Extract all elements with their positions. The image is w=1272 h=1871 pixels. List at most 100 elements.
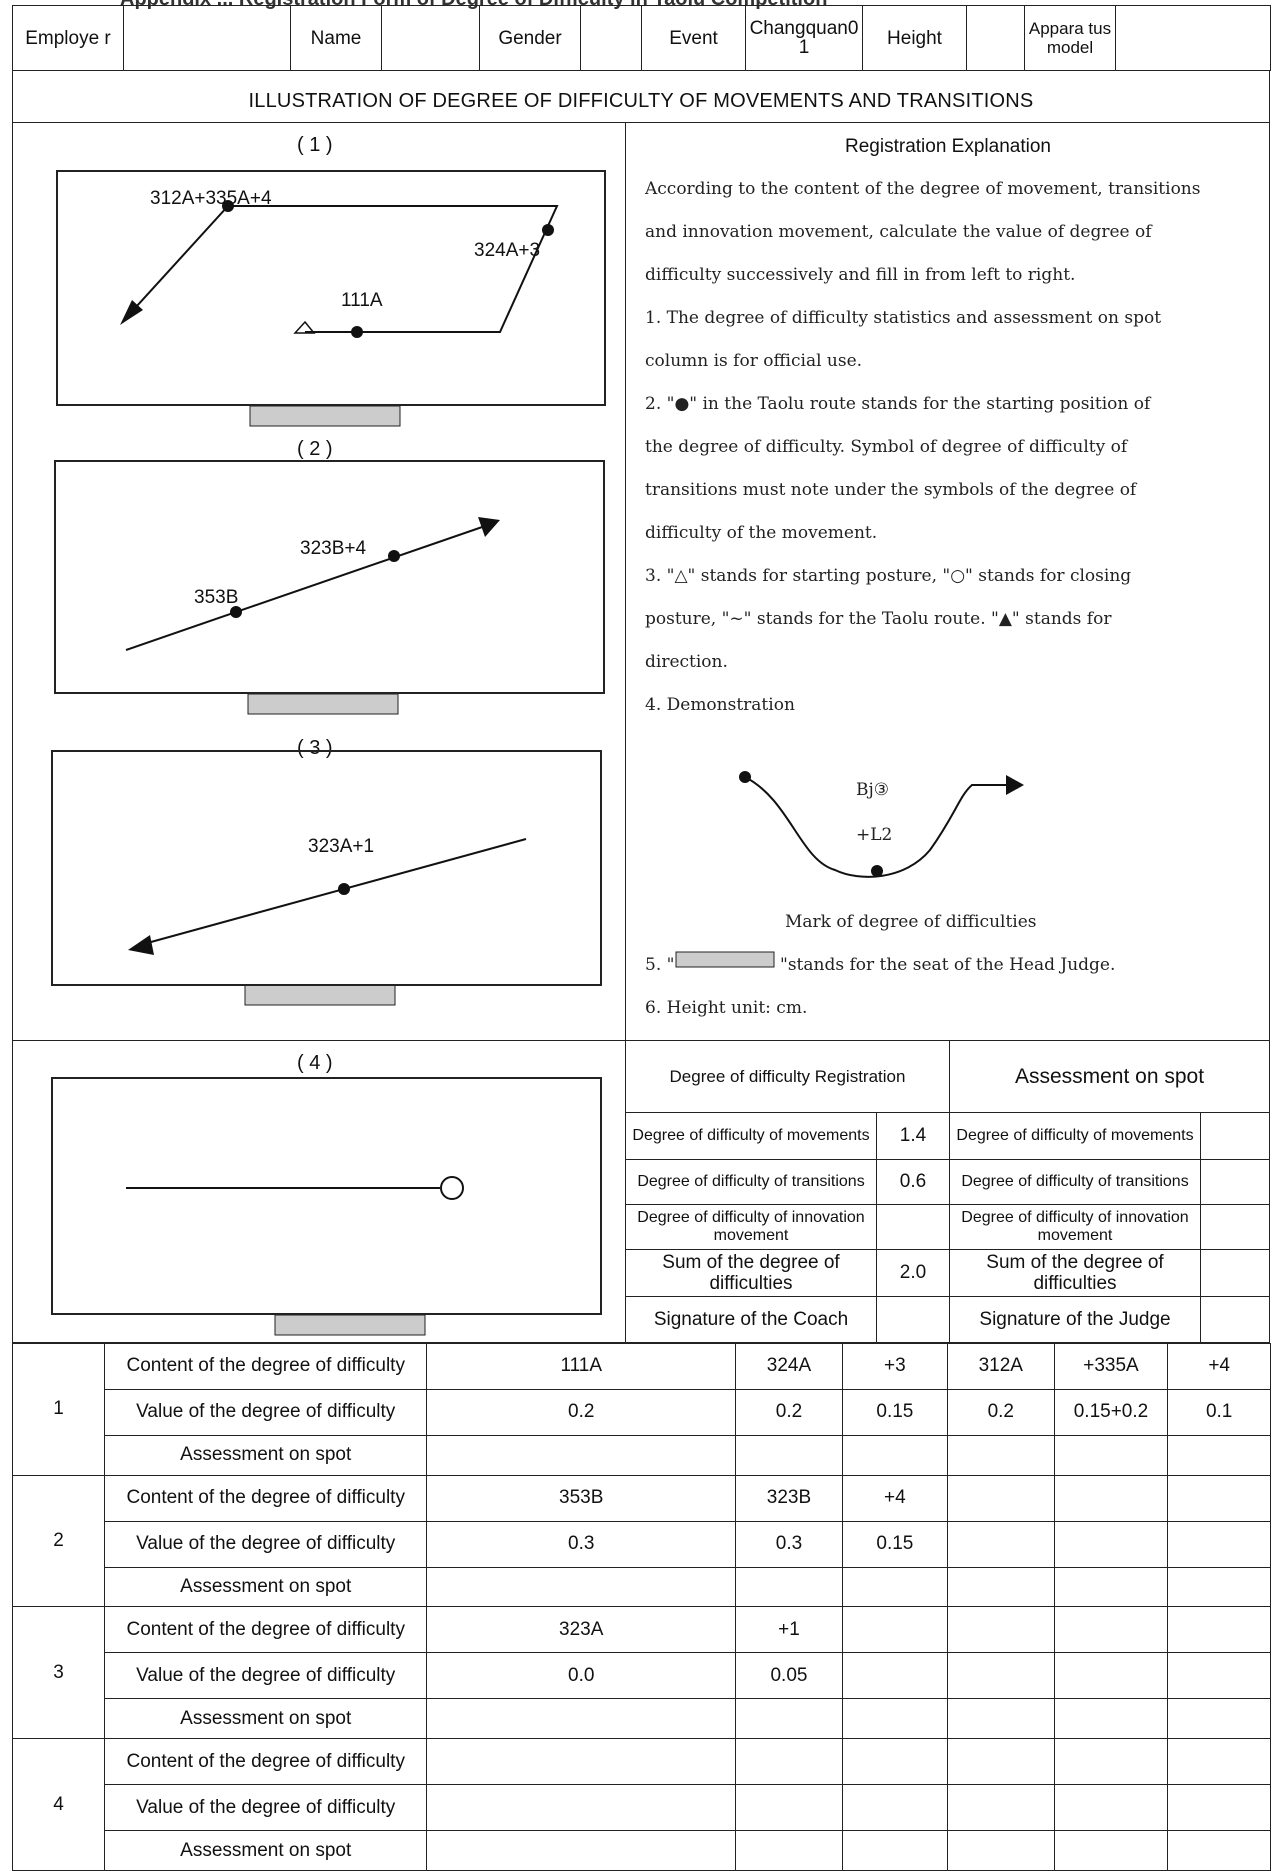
- assessment-cell[interactable]: [1167, 1434, 1271, 1476]
- assessment-cell[interactable]: [426, 1698, 737, 1740]
- height-field[interactable]: [966, 5, 1025, 71]
- value-cell[interactable]: 0.2: [426, 1388, 737, 1436]
- gender-field[interactable]: [580, 5, 642, 71]
- grid-row: Assessment on spot: [13, 1830, 1271, 1871]
- content-cell[interactable]: 324A: [735, 1343, 843, 1390]
- value-cell[interactable]: [841, 1784, 948, 1832]
- assessment-cell[interactable]: [1053, 1698, 1169, 1740]
- demo-caption: Mark of degree of difficulties: [785, 912, 1037, 932]
- value-cell[interactable]: [735, 1784, 843, 1832]
- assessment-cell[interactable]: [1167, 1566, 1271, 1608]
- assessment-cell[interactable]: [1167, 1698, 1271, 1740]
- assess-row-value[interactable]: [1200, 1159, 1270, 1205]
- employer-field[interactable]: [123, 5, 291, 71]
- value-cell[interactable]: [1053, 1520, 1169, 1568]
- assessment-cell[interactable]: [426, 1434, 737, 1476]
- assessment-cell[interactable]: [841, 1830, 948, 1871]
- value-cell[interactable]: [841, 1652, 948, 1700]
- value-cell[interactable]: 0.3: [735, 1520, 843, 1568]
- reg-row-value[interactable]: 1.4: [876, 1112, 950, 1160]
- value-cell[interactable]: 0.05: [735, 1652, 843, 1700]
- content-cell[interactable]: [1167, 1738, 1271, 1786]
- apparatus-field[interactable]: [1115, 5, 1271, 71]
- content-cell[interactable]: [946, 1606, 1055, 1654]
- value-cell[interactable]: [1167, 1652, 1271, 1700]
- value-cell[interactable]: 0.1: [1167, 1388, 1271, 1436]
- explanation-line: 4. Demonstration: [645, 695, 795, 715]
- value-cell[interactable]: 0.15: [841, 1520, 948, 1568]
- content-cell[interactable]: +4: [1167, 1343, 1271, 1390]
- value-cell[interactable]: [946, 1652, 1055, 1700]
- content-cell[interactable]: [946, 1474, 1055, 1522]
- grid-row-label: Assessment on spot: [104, 1434, 428, 1476]
- assessment-cell[interactable]: [946, 1434, 1055, 1476]
- content-cell[interactable]: [1167, 1474, 1271, 1522]
- content-cell[interactable]: 323B: [735, 1474, 843, 1522]
- content-cell[interactable]: [946, 1738, 1055, 1786]
- reg-row-value[interactable]: 0.6: [876, 1159, 950, 1205]
- value-cell[interactable]: 0.15+0.2: [1053, 1388, 1169, 1436]
- assessment-cell[interactable]: [735, 1830, 843, 1871]
- value-cell[interactable]: [1167, 1520, 1271, 1568]
- assessment-cell[interactable]: [426, 1566, 737, 1608]
- coach-signature-field[interactable]: [876, 1296, 950, 1343]
- content-cell[interactable]: +4: [841, 1474, 948, 1522]
- content-cell[interactable]: [1053, 1474, 1169, 1522]
- reg-row-value[interactable]: [876, 1204, 950, 1250]
- value-cell[interactable]: 0.3: [426, 1520, 737, 1568]
- content-cell[interactable]: [1167, 1606, 1271, 1654]
- difficulty-grid: 1 Content of the degree of difficulty 111A…: [11, 1343, 1271, 1871]
- content-cell[interactable]: +335A: [1053, 1343, 1169, 1390]
- diagram-4-caption: ( 4 ): [297, 1052, 333, 1074]
- value-cell[interactable]: 0.0: [426, 1652, 737, 1700]
- assessment-cell[interactable]: [841, 1434, 948, 1476]
- assessment-cell[interactable]: [735, 1434, 843, 1476]
- content-cell[interactable]: [841, 1738, 948, 1786]
- illustration-title: ILLUSTRATION OF DEGREE OF DIFFICULTY OF …: [248, 90, 1034, 112]
- assessment-cell[interactable]: [735, 1566, 843, 1608]
- content-cell[interactable]: 323A: [426, 1606, 737, 1654]
- explanation-line: and innovation movement, calculate the v…: [645, 222, 1152, 242]
- assess-row-value[interactable]: [1200, 1112, 1270, 1160]
- value-cell[interactable]: 0.15: [841, 1388, 948, 1436]
- content-cell[interactable]: 111A: [426, 1343, 737, 1390]
- value-cell[interactable]: 0.2: [735, 1388, 843, 1436]
- content-cell[interactable]: 353B: [426, 1474, 737, 1522]
- content-cell[interactable]: [735, 1738, 843, 1786]
- assessment-cell[interactable]: [1053, 1434, 1169, 1476]
- assessment-cell[interactable]: [841, 1566, 948, 1608]
- diagram-1-label-a: 312A+335A+4: [150, 188, 272, 209]
- value-cell[interactable]: [1053, 1784, 1169, 1832]
- reg-sum-value[interactable]: 2.0: [876, 1249, 950, 1297]
- content-cell[interactable]: [1053, 1738, 1169, 1786]
- content-cell[interactable]: 312A: [946, 1343, 1055, 1390]
- assessment-cell[interactable]: [946, 1698, 1055, 1740]
- value-cell[interactable]: [946, 1520, 1055, 1568]
- judge-signature-field[interactable]: [1200, 1296, 1270, 1343]
- assessment-cell[interactable]: [735, 1698, 843, 1740]
- assessment-cell[interactable]: [841, 1698, 948, 1740]
- assessment-cell[interactable]: [946, 1566, 1055, 1608]
- value-cell[interactable]: [1167, 1784, 1271, 1832]
- name-field[interactable]: [381, 5, 480, 71]
- diagram-1-label-c: 111A: [341, 290, 383, 311]
- explanation-line: column is for official use.: [645, 351, 863, 371]
- content-cell[interactable]: [1053, 1606, 1169, 1654]
- value-cell[interactable]: [426, 1784, 737, 1832]
- value-cell[interactable]: 0.2: [946, 1388, 1055, 1436]
- assessment-cell[interactable]: [946, 1830, 1055, 1871]
- value-cell[interactable]: [946, 1784, 1055, 1832]
- content-cell[interactable]: [426, 1738, 737, 1786]
- content-cell[interactable]: +1: [735, 1606, 843, 1654]
- assessment-cell[interactable]: [1053, 1830, 1169, 1871]
- assess-row-value[interactable]: [1200, 1204, 1270, 1250]
- assessment-cell[interactable]: [426, 1830, 737, 1871]
- assess-sum-value[interactable]: [1200, 1249, 1270, 1297]
- content-cell[interactable]: +3: [841, 1343, 948, 1390]
- content-cell[interactable]: [841, 1606, 948, 1654]
- gender-label: Gender: [479, 5, 581, 71]
- reg-row-label: Degree of difficulty of movements: [625, 1112, 877, 1160]
- assessment-cell[interactable]: [1053, 1566, 1169, 1608]
- value-cell[interactable]: [1053, 1652, 1169, 1700]
- assessment-cell[interactable]: [1167, 1830, 1271, 1871]
